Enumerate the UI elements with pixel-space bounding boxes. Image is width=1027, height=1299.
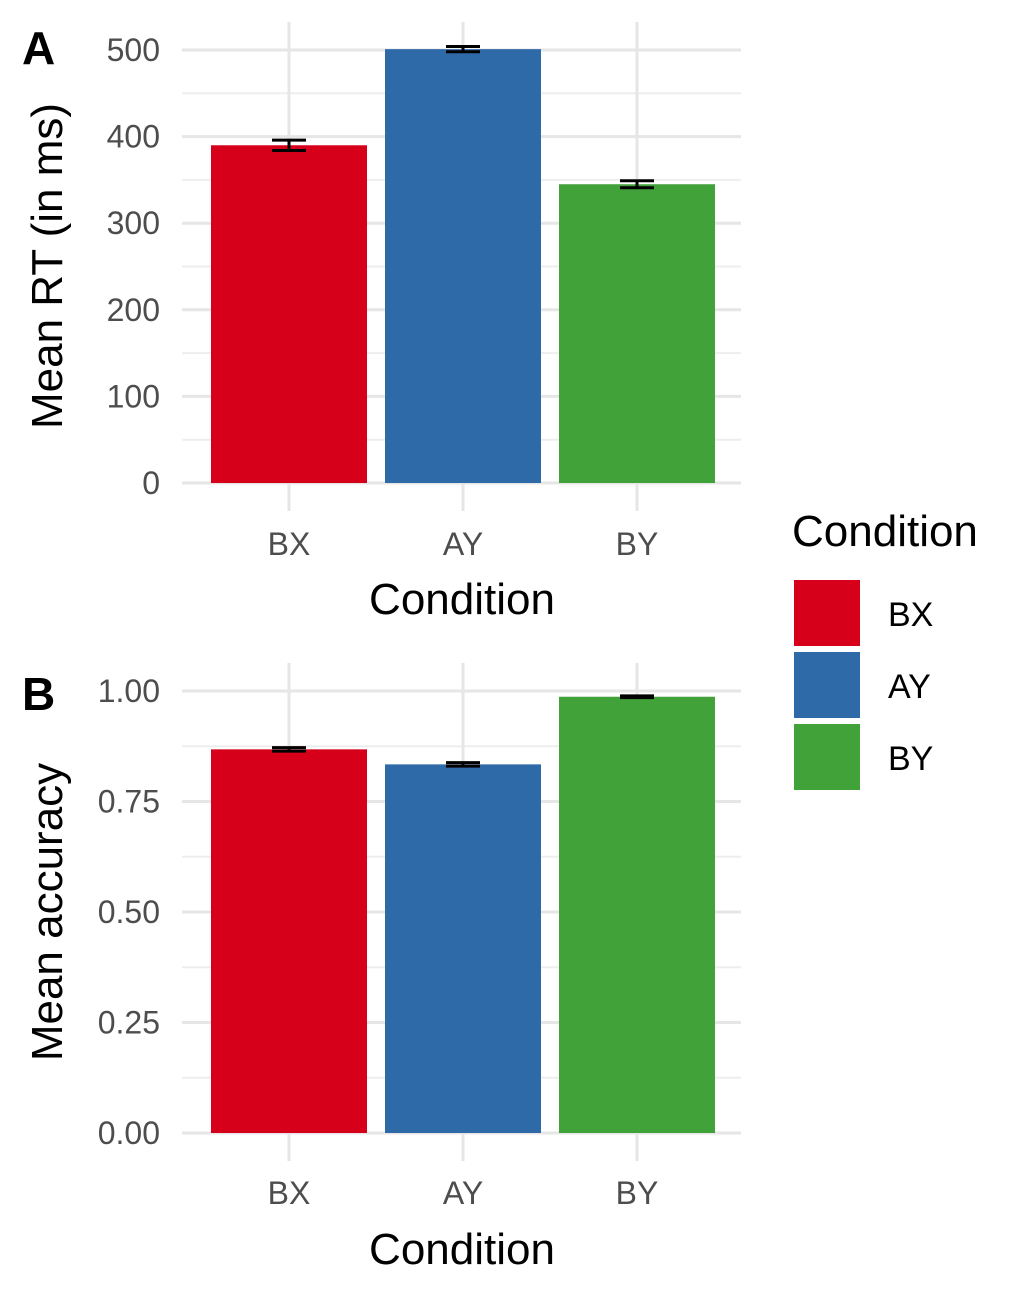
bar-bx: [211, 749, 367, 1133]
legend-swatch: [794, 580, 860, 646]
y-tick-label: 0.25: [98, 1005, 160, 1041]
legend-label: AY: [888, 668, 931, 706]
panel-a-y-axis-title: Mean RT (in ms): [23, 103, 72, 429]
legend-item-bx: BX: [794, 580, 933, 646]
error-bar-bx: [272, 746, 306, 753]
x-tick-label: BX: [268, 526, 311, 562]
panel-b-x-axis-title: Condition: [369, 1225, 555, 1274]
y-tick-label: 1.00: [98, 673, 160, 709]
panel-a-error-bars: [272, 45, 654, 190]
error-bar-ay: [446, 45, 480, 54]
legend-label: BY: [888, 740, 933, 778]
panel-b-y-axis-title: Mean accuracy: [23, 763, 72, 1061]
panel-a-x-axis-title: Condition: [369, 575, 555, 624]
legend-item-by: BY: [794, 724, 933, 790]
bar-bx: [211, 145, 367, 483]
y-tick-label: 200: [107, 292, 160, 328]
legend-swatch: [794, 652, 860, 718]
panel-b: 0.000.250.500.751.00 BX AY BY B Condition …: [22, 663, 741, 1274]
legend: Condition BX AY BY: [792, 507, 978, 790]
y-tick-label: 0: [142, 465, 160, 501]
y-tick-label: 100: [107, 378, 160, 414]
x-tick-label: BY: [616, 1175, 659, 1211]
y-tick-label: 300: [107, 205, 160, 241]
error-bar-by: [620, 179, 654, 190]
y-tick-label: 500: [107, 32, 160, 68]
panel-b-x-tick-labels: BX AY BY: [268, 1175, 659, 1211]
panel-a-tag: A: [22, 22, 55, 74]
legend-label: BX: [888, 596, 933, 634]
error-bar-by: [620, 694, 654, 700]
legend-swatch: [794, 724, 860, 790]
error-bar-ay: [446, 761, 480, 768]
panel-a-x-tick-labels: BX AY BY: [268, 526, 659, 562]
bar-ay: [385, 49, 541, 483]
x-tick-label: BX: [268, 1175, 311, 1211]
panel-b-tag: B: [22, 668, 55, 720]
y-tick-label: 400: [107, 119, 160, 155]
legend-title: Condition: [792, 507, 978, 556]
x-tick-label: AY: [443, 526, 483, 562]
y-tick-label: 0.50: [98, 894, 160, 930]
panel-b-y-tick-labels: 0.00 0.25 0.50 0.75 1.00: [98, 673, 160, 1151]
panel-b-bars: [211, 696, 715, 1133]
x-tick-label: AY: [443, 1175, 483, 1211]
x-tick-label: BY: [616, 526, 659, 562]
panel-a-y-tick-labels: 0 100 200 300 400 500: [107, 32, 160, 501]
error-bar-bx: [272, 138, 306, 152]
legend-items: BX AY BY: [794, 580, 933, 790]
panel-a: 0 100 200 300 400 500 BX AY BY A Condition Mean…: [22, 22, 741, 624]
panel-b-error-bars: [272, 694, 654, 768]
y-tick-label: 0.00: [98, 1115, 160, 1151]
legend-item-ay: AY: [794, 652, 931, 718]
y-tick-label: 0.75: [98, 784, 160, 820]
panel-a-bars: [211, 49, 715, 484]
bar-by: [559, 184, 715, 484]
bar-ay: [385, 764, 541, 1133]
bar-by: [559, 696, 715, 1133]
